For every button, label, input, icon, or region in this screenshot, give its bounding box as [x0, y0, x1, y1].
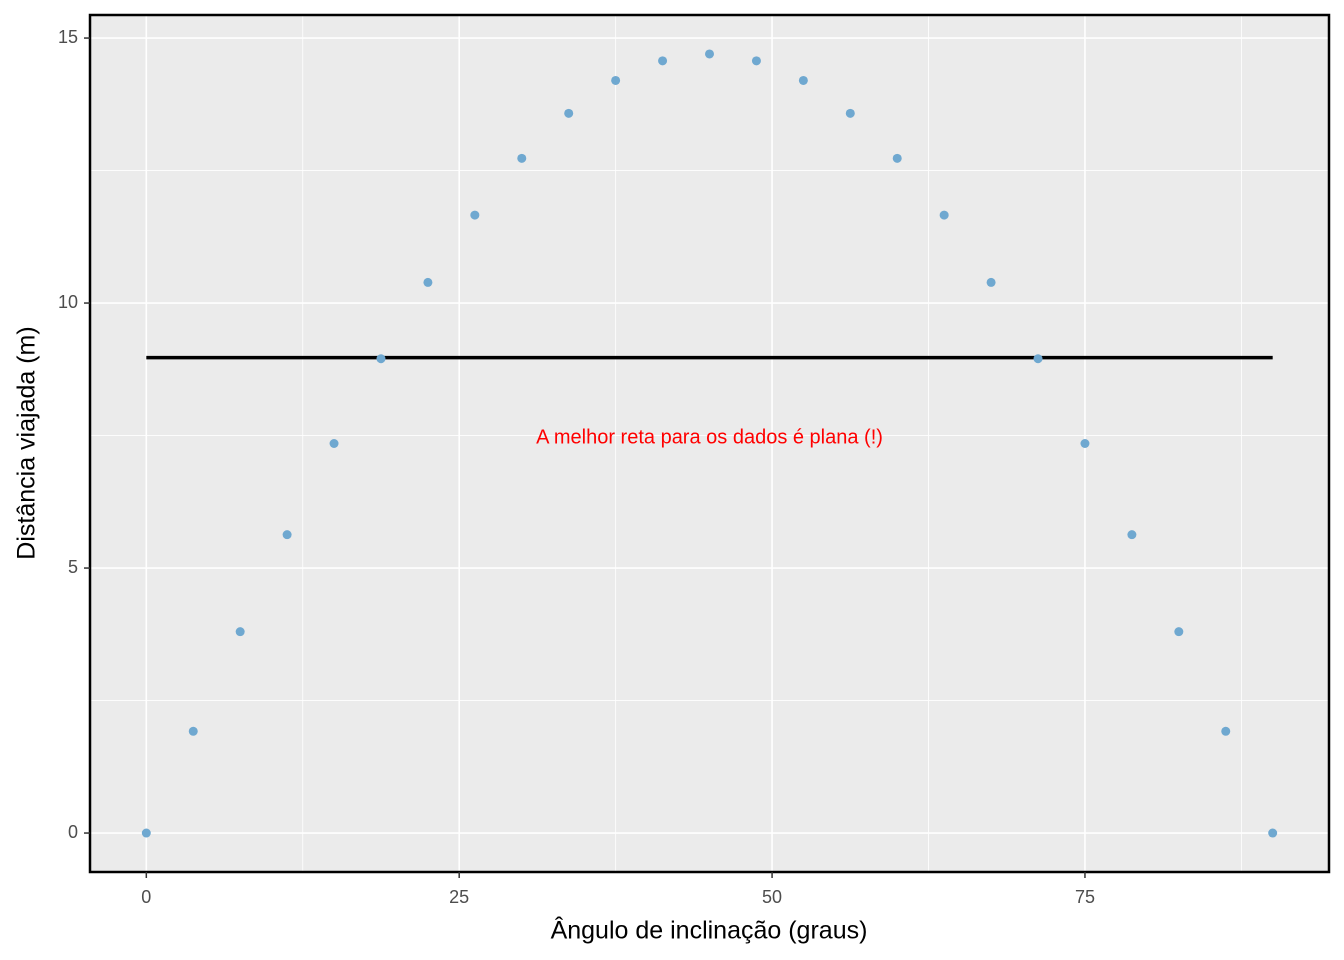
point — [1033, 354, 1043, 364]
y-tick-label: 15 — [58, 27, 78, 47]
x-tick-label: 75 — [1075, 887, 1095, 907]
point — [845, 108, 855, 118]
point — [235, 627, 245, 637]
y-tick-label: 5 — [68, 557, 78, 577]
point — [517, 153, 527, 163]
panel-background — [90, 15, 1329, 872]
x-tick-label: 25 — [449, 887, 469, 907]
x-tick-label: 50 — [762, 887, 782, 907]
point — [1174, 627, 1184, 637]
point — [282, 530, 292, 540]
x-tick-label: 0 — [141, 887, 151, 907]
point — [611, 75, 621, 85]
point — [1127, 530, 1137, 540]
point — [939, 210, 949, 220]
y-axis-title: Distância viajada (m) — [13, 326, 41, 559]
point — [423, 277, 433, 287]
point — [564, 108, 574, 118]
point — [658, 56, 668, 66]
point — [188, 726, 198, 736]
point — [986, 277, 996, 287]
x-axis-title: Ângulo de inclinação (graus) — [551, 916, 868, 945]
annotation: A melhor reta para os dados é plana (!) — [536, 426, 883, 448]
point — [798, 75, 808, 85]
panel-border — [88, 13, 1331, 874]
y-tick-label: 0 — [68, 822, 78, 842]
point — [1221, 726, 1231, 736]
marks: A melhor reta para os dados é plana (!) — [141, 49, 1278, 838]
point — [751, 56, 761, 66]
point — [1268, 828, 1278, 838]
point — [470, 210, 480, 220]
point — [892, 153, 902, 163]
point — [1080, 439, 1090, 448]
point — [705, 49, 714, 59]
point — [141, 828, 151, 838]
y-tick-label: 10 — [58, 292, 78, 312]
point — [376, 354, 386, 364]
point — [329, 439, 339, 448]
